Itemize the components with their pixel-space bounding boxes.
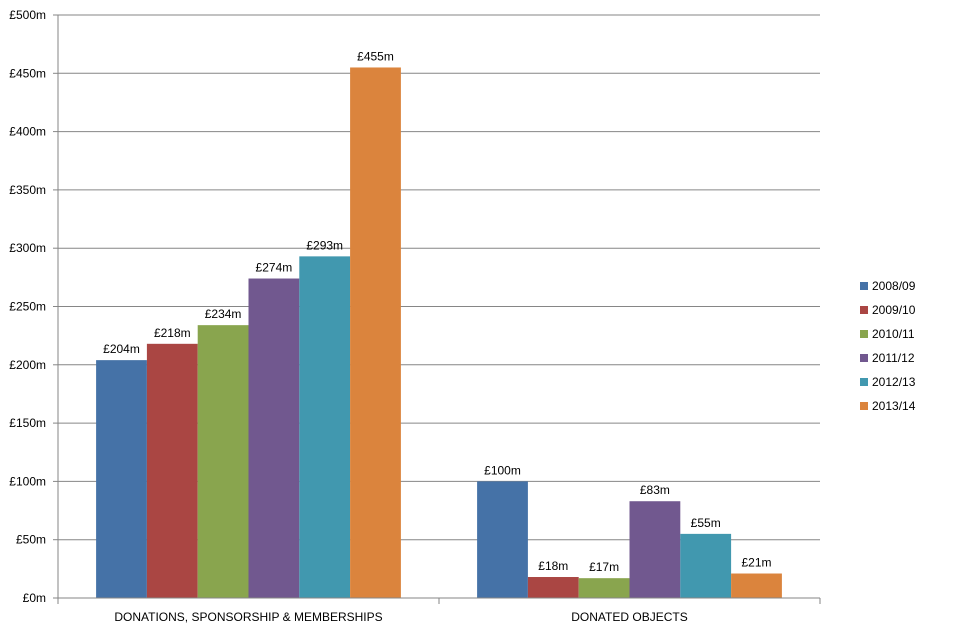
bar — [477, 481, 528, 598]
bar — [248, 278, 300, 598]
data-label: £21m — [741, 556, 771, 570]
bar — [527, 577, 579, 598]
bars — [96, 67, 782, 599]
legend-label: 2012/13 — [872, 375, 916, 389]
y-tick-label: £50m — [16, 533, 46, 547]
y-tick-label: £500m — [9, 8, 46, 22]
data-label: £55m — [691, 516, 721, 530]
bar — [299, 256, 351, 598]
axes — [53, 14, 821, 604]
category-labels: DONATIONS, SPONSORSHIP & MEMBERSHIPS DONA… — [114, 610, 687, 624]
legend: 2008/09 2009/10 2010/11 2011/12 2012/13 2013/… — [860, 279, 916, 413]
data-label: £83m — [640, 483, 670, 497]
bar — [96, 360, 147, 598]
data-label: £218m — [154, 326, 191, 340]
data-label: £455m — [357, 49, 394, 63]
data-label: £274m — [256, 261, 293, 275]
data-label: £293m — [306, 238, 343, 252]
data-label: £234m — [205, 307, 242, 321]
y-tick-label: £200m — [9, 358, 46, 372]
y-tick-label: £350m — [9, 183, 46, 197]
legend-label: 2010/11 — [872, 327, 915, 341]
legend-label: 2011/12 — [872, 351, 915, 365]
y-tick-label: £300m — [9, 241, 46, 255]
legend-label: 2009/10 — [872, 303, 916, 317]
y-tick-label: £250m — [9, 300, 46, 314]
category-label: DONATIONS, SPONSORSHIP & MEMBERSHIPS — [114, 610, 382, 624]
y-tick-label: £0m — [23, 591, 46, 605]
bar — [731, 573, 782, 598]
bar — [629, 501, 681, 598]
bar — [578, 578, 630, 598]
legend-swatch — [860, 282, 868, 290]
data-label: £18m — [538, 559, 568, 573]
legend-swatch — [860, 402, 868, 410]
data-label: £17m — [589, 560, 619, 574]
legend-swatch — [860, 330, 868, 338]
bar — [680, 533, 732, 598]
bar — [350, 67, 401, 599]
y-tick-label: £150m — [9, 416, 46, 430]
legend-swatch — [860, 378, 868, 386]
y-tick-label: £450m — [9, 66, 46, 80]
legend-swatch — [860, 354, 868, 362]
data-labels: £204m £218m £234m £274m £293m £455m £100m £18m £… — [103, 49, 771, 574]
legend-label: 2008/09 — [872, 279, 916, 293]
legend-swatch — [860, 306, 868, 314]
y-tick-label: £400m — [9, 125, 46, 139]
data-label: £204m — [103, 342, 140, 356]
y-axis-tick-labels: £0m £50m £100m £150m £200m £250m £300m £350m £40… — [9, 8, 46, 605]
bar — [197, 325, 249, 598]
category-label: DONATED OBJECTS — [571, 610, 687, 624]
legend-label: 2013/14 — [872, 399, 916, 413]
data-label: £100m — [484, 463, 521, 477]
bar — [146, 343, 198, 598]
y-tick-label: £100m — [9, 474, 46, 488]
